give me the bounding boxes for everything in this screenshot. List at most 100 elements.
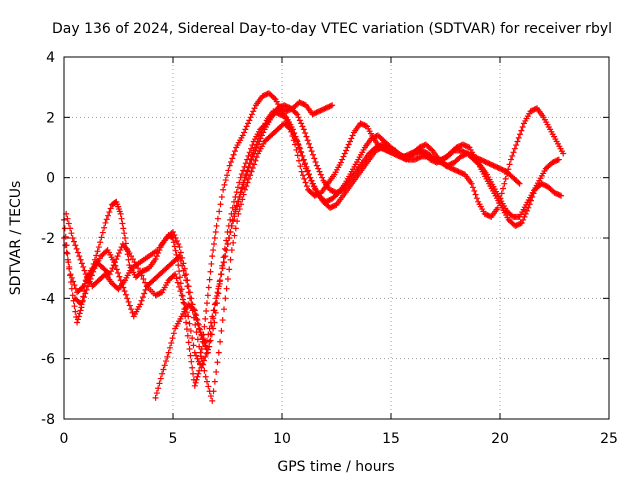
data-point [251,161,258,168]
data-point [120,225,127,232]
data-point [245,175,252,182]
data-point [204,349,211,356]
data-point [469,152,476,159]
data-point [447,161,454,168]
data-point [311,183,318,190]
data-point [258,132,265,139]
data-point [234,218,241,225]
data-point [362,122,369,129]
data-point [186,346,193,353]
data-point [68,274,75,281]
data-point [409,151,416,158]
data-point [170,228,176,235]
data-point [231,148,238,155]
data-point [396,152,403,159]
data-point [209,313,216,320]
axis-ticks: 0 5 10 15 20 25 -8 -6 -4 -2 0 2 4 [41,50,618,447]
data-point [126,302,133,309]
data-point [213,222,220,229]
data-point [128,306,135,313]
data-point [137,301,144,308]
data-point [224,276,231,283]
data-point [161,362,168,369]
data-point [481,210,488,217]
data-point [550,158,557,165]
data-point [491,163,498,170]
data-point [241,129,248,136]
data-point [78,260,85,267]
data-point [476,161,483,168]
data-point [321,105,328,112]
data-point [230,151,237,158]
data-point [175,241,182,248]
data-point [129,309,136,316]
data-point [372,147,379,154]
data-point [418,147,425,154]
data-point [434,157,441,164]
data-point [459,170,466,177]
data-point [206,343,213,350]
data-point [111,259,118,266]
data-point [114,285,121,292]
data-point [213,295,220,302]
data-point [560,150,567,157]
data-point [337,187,344,194]
data-point [345,141,352,148]
data-point [212,228,219,235]
data-point [139,268,146,275]
data-point [140,276,147,283]
data-point [445,161,452,168]
data-point [232,193,239,200]
data-point [552,190,559,197]
data-point [464,150,471,157]
data-point [211,319,218,326]
data-point [220,254,227,261]
data-point [163,358,170,365]
x-tick-label: 15 [382,431,400,447]
data-point [261,92,268,99]
data-point [308,177,315,184]
data-point [171,231,178,238]
data-point [421,142,428,149]
data-point [79,297,86,304]
data-point [316,108,323,115]
data-point [310,110,317,117]
data-point [190,314,197,321]
data-point [152,394,159,401]
data-point [215,290,222,297]
data-point [173,238,180,245]
data-point [383,146,390,153]
data-point [329,203,336,210]
data-point [214,300,221,307]
data-point [299,123,306,130]
data-point [408,152,415,159]
data-point [549,159,556,166]
data-point [413,155,420,162]
data-point [169,335,176,342]
data-point [102,219,109,226]
data-point [486,213,493,220]
data-point [202,342,209,349]
data-point [405,153,412,160]
data-point [160,366,167,373]
data-point [313,162,320,169]
data-point [187,295,194,302]
data-point [142,266,149,273]
data-point [304,167,311,174]
data-point [191,382,198,389]
data-point [229,204,236,211]
data-point [286,125,293,132]
data-point [555,191,562,198]
data-point [466,151,473,158]
data-point [194,317,201,324]
data-point [112,262,119,269]
x-tick-label: 0 [60,431,69,447]
data-point [532,105,539,112]
data-point [177,288,184,295]
data-point [295,114,302,121]
data-point [369,134,376,141]
data-point [234,184,241,191]
data-point [516,221,523,228]
data-point [518,127,525,134]
data-point [326,196,333,203]
